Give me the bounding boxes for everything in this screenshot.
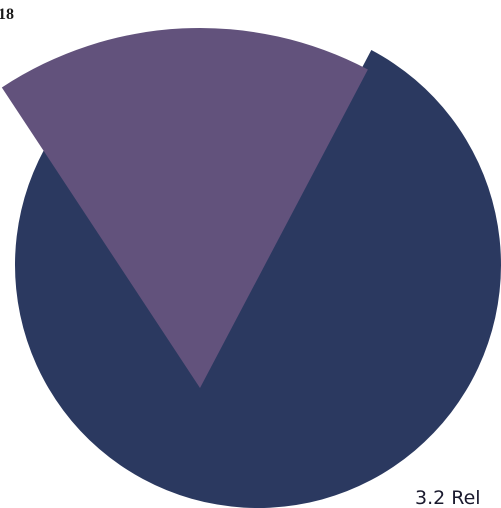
page-number: 18 (0, 6, 14, 23)
pie-slice (1, 27, 368, 388)
pie (1, 27, 501, 508)
section-heading: 3.2 Rel (415, 487, 481, 508)
